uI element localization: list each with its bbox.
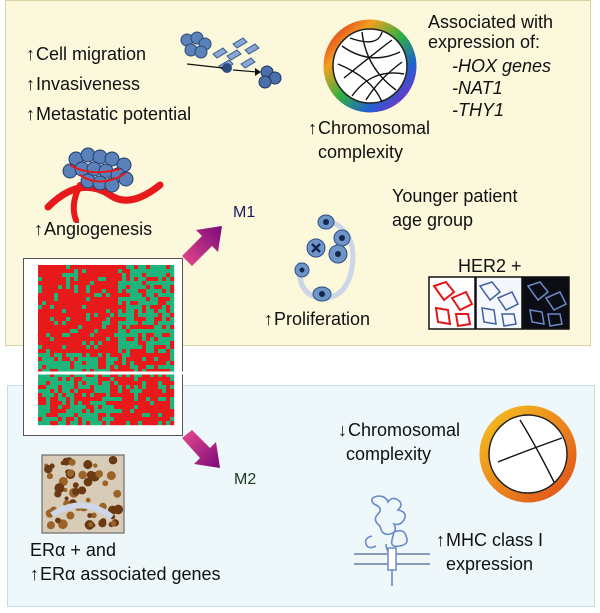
mhc-class-text: MHC class I — [436, 530, 543, 550]
mhc-expression-text: expression — [446, 554, 534, 574]
gene-expression-heatmap — [24, 265, 184, 426]
m2-chromosomal-text: Chromosomal — [338, 420, 460, 440]
cell-migration-text: Cell migration — [26, 44, 146, 64]
arrow-to-m2-icon — [182, 430, 220, 468]
arrow-to-m1-icon — [182, 226, 222, 266]
er-alpha-text: ERα + and — [30, 540, 116, 560]
m1-label: M1 — [233, 204, 256, 221]
er-associated-genes-text: ERα associated genes — [30, 564, 221, 584]
m2-chromosome-circos-icon — [479, 405, 577, 503]
metastatic-potential-text: Metastatic potential — [26, 104, 191, 124]
proliferation-text: Proliferation — [264, 309, 370, 329]
mhc-class-i-icon — [354, 495, 430, 586]
her2-images-icon — [428, 276, 570, 330]
associated-title-line1: Associated with — [428, 12, 554, 32]
gene-nat1: -NAT1 — [452, 78, 503, 98]
angiogenesis-text: Angiogenesis — [34, 219, 152, 239]
heatmap-frame — [23, 258, 184, 436]
m1-complexity-text: complexity — [318, 142, 404, 162]
m1-chromosomal-text: Chromosomal — [308, 118, 430, 138]
m1-chromosome-circos-icon — [323, 19, 417, 113]
m2-complexity-text: complexity — [346, 444, 432, 464]
er-alpha-histology-image — [41, 454, 125, 534]
associated-title-line2: expression of: — [428, 32, 541, 52]
proliferation-cycle-icon — [294, 214, 356, 302]
gene-thy1: -THY1 — [452, 100, 505, 120]
m2-label: M2 — [234, 471, 257, 488]
angiogenesis-icon — [44, 147, 164, 223]
cell-migration-icon — [180, 31, 282, 89]
younger-age-line1: Younger patient — [392, 186, 518, 206]
invasiveness-text: Invasiveness — [26, 74, 140, 94]
gene-hox: -HOX genes — [452, 56, 552, 76]
younger-age-line2: age group — [392, 210, 474, 230]
her2-text: HER2 + — [458, 256, 522, 276]
